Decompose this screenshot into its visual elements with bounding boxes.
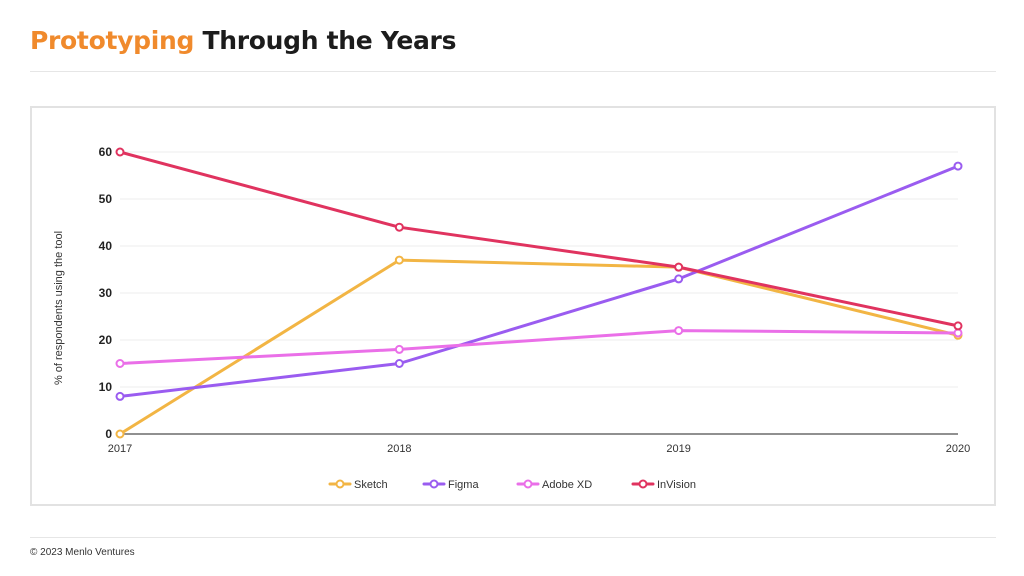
legend-label: Figma bbox=[448, 479, 479, 491]
copyright-text: © 2023 Menlo Ventures bbox=[30, 547, 135, 558]
data-point-invision bbox=[674, 262, 684, 272]
series-line-figma bbox=[118, 164, 960, 398]
legend-label: Adobe XD bbox=[542, 479, 592, 491]
x-tick-label: 2017 bbox=[108, 443, 132, 455]
data-point-adobe-xd bbox=[674, 326, 684, 336]
series-line-adobe-xd bbox=[118, 329, 960, 365]
legend-swatch-marker bbox=[429, 479, 439, 489]
data-point-figma bbox=[394, 359, 404, 368]
legend-item-invision: InVision bbox=[631, 479, 696, 491]
x-tick-label: 2018 bbox=[387, 443, 411, 455]
y-tick-label: 0 bbox=[105, 427, 112, 441]
y-tick-label: 30 bbox=[99, 286, 113, 300]
data-point-figma bbox=[953, 161, 963, 171]
title-rest: Through the Years bbox=[202, 26, 457, 55]
y-tick-label: 50 bbox=[99, 192, 113, 206]
data-point-adobe-xd bbox=[953, 328, 963, 338]
data-point-invision bbox=[115, 147, 125, 157]
data-point-adobe-xd bbox=[115, 359, 125, 368]
data-point-figma bbox=[115, 391, 125, 401]
data-point-adobe-xd bbox=[394, 344, 404, 354]
page-title: Prototyping Through the Years bbox=[30, 26, 456, 55]
series-line-invision bbox=[118, 150, 960, 328]
line-chart: 0 10 20 30 40 50 60 2017 2018 2019 2020 % of respon… bbox=[53, 145, 970, 491]
legend-item-adobe-xd: Adobe XD bbox=[516, 479, 592, 491]
legend-label: InVision bbox=[657, 479, 696, 491]
legend-label: Sketch bbox=[354, 479, 388, 491]
legend-item-figma: Figma bbox=[422, 479, 479, 491]
title-accent: Prototyping bbox=[30, 26, 195, 55]
y-tick-label: 40 bbox=[99, 239, 113, 253]
y-tick-label: 60 bbox=[99, 145, 113, 159]
x-tick-label: 2019 bbox=[666, 443, 690, 455]
data-point-figma bbox=[674, 274, 684, 284]
legend-swatch-marker bbox=[638, 479, 648, 489]
data-point-sketch bbox=[394, 255, 404, 265]
legend-swatch-marker bbox=[335, 479, 345, 489]
data-point-invision bbox=[953, 321, 963, 331]
header-divider bbox=[30, 71, 996, 72]
x-tick-label: 2020 bbox=[946, 443, 970, 455]
data-point-sketch bbox=[115, 429, 125, 439]
footer-divider bbox=[30, 537, 996, 538]
y-tick-label: 10 bbox=[99, 380, 113, 394]
series-line-sketch bbox=[118, 258, 960, 436]
y-axis-label: % of respondents using the tool bbox=[53, 231, 65, 385]
y-tick-label: 20 bbox=[99, 333, 113, 347]
legend-item-sketch: Sketch bbox=[328, 479, 388, 491]
chart-container: 0 10 20 30 40 50 60 2017 2018 2019 2020 % of respon… bbox=[30, 106, 996, 506]
data-point-invision bbox=[394, 222, 404, 232]
legend-swatch-marker bbox=[523, 479, 533, 489]
